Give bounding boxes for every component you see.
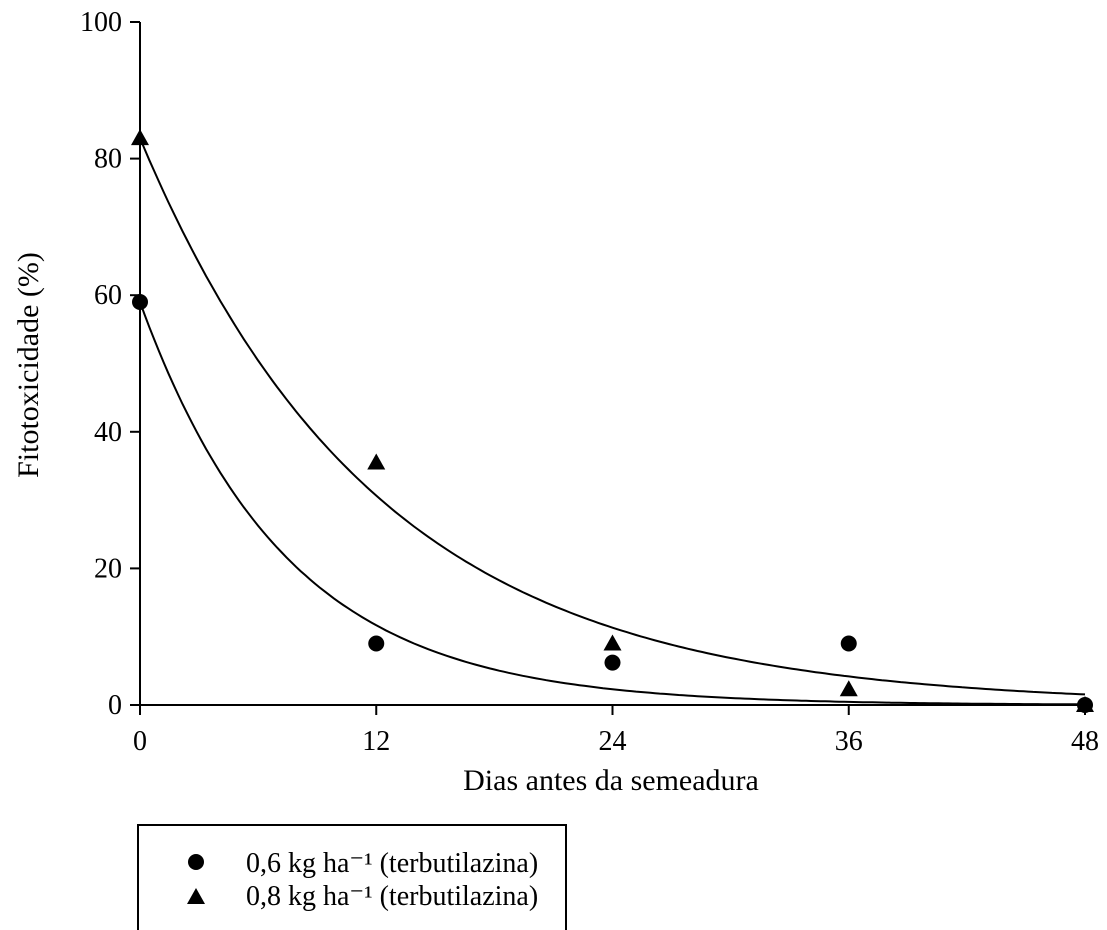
- data-points: [131, 129, 1094, 713]
- fitted-curves: [139, 137, 1086, 706]
- fit-curve-series-1: [139, 301, 1085, 706]
- data-point-triangle: [131, 129, 149, 146]
- data-point-triangle: [1076, 696, 1094, 712]
- data-point-circle: [368, 635, 385, 652]
- legend-box: [137, 824, 567, 930]
- x-tick-label: 36: [835, 726, 863, 757]
- legend-marker-triangle: [187, 888, 205, 904]
- y-tick-label: 20: [94, 553, 122, 584]
- x-tick-label: 48: [1071, 726, 1099, 757]
- legend-label-series-1: 0,6 kg ha⁻¹ (terbutilazina): [246, 848, 538, 879]
- data-point-triangle: [367, 453, 386, 470]
- x-tick-label: 24: [599, 726, 627, 757]
- y-tick-label: 60: [94, 280, 122, 311]
- x-tick-label: 12: [362, 726, 390, 757]
- y-axis-title: Fitotoxicidade (%): [12, 252, 45, 478]
- y-tick-label: 40: [94, 417, 122, 448]
- data-point-circle: [840, 635, 857, 652]
- legend-marker-circle: [188, 854, 204, 870]
- legend: 0,6 kg ha⁻¹ (terbutilazina) 0,8 kg ha⁻¹ …: [137, 824, 567, 930]
- x-axis-title: Dias antes da semeadura: [463, 764, 759, 797]
- y-tick-label: 80: [94, 144, 122, 175]
- legend-label-series-2: 0,8 kg ha⁻¹ (terbutilazina): [246, 881, 538, 912]
- data-point-circle: [604, 654, 621, 671]
- y-tick-label: 0: [108, 690, 122, 721]
- x-tick-label: 0: [133, 726, 147, 757]
- axes: 0 20 40 60 80 100 0 12 24 36 48: [80, 7, 1099, 757]
- data-point-triangle: [603, 634, 622, 651]
- data-point-circle: [132, 294, 148, 311]
- fit-curve-series-2: [139, 137, 1086, 696]
- data-point-triangle: [839, 680, 858, 697]
- y-tick-label: 100: [80, 7, 122, 38]
